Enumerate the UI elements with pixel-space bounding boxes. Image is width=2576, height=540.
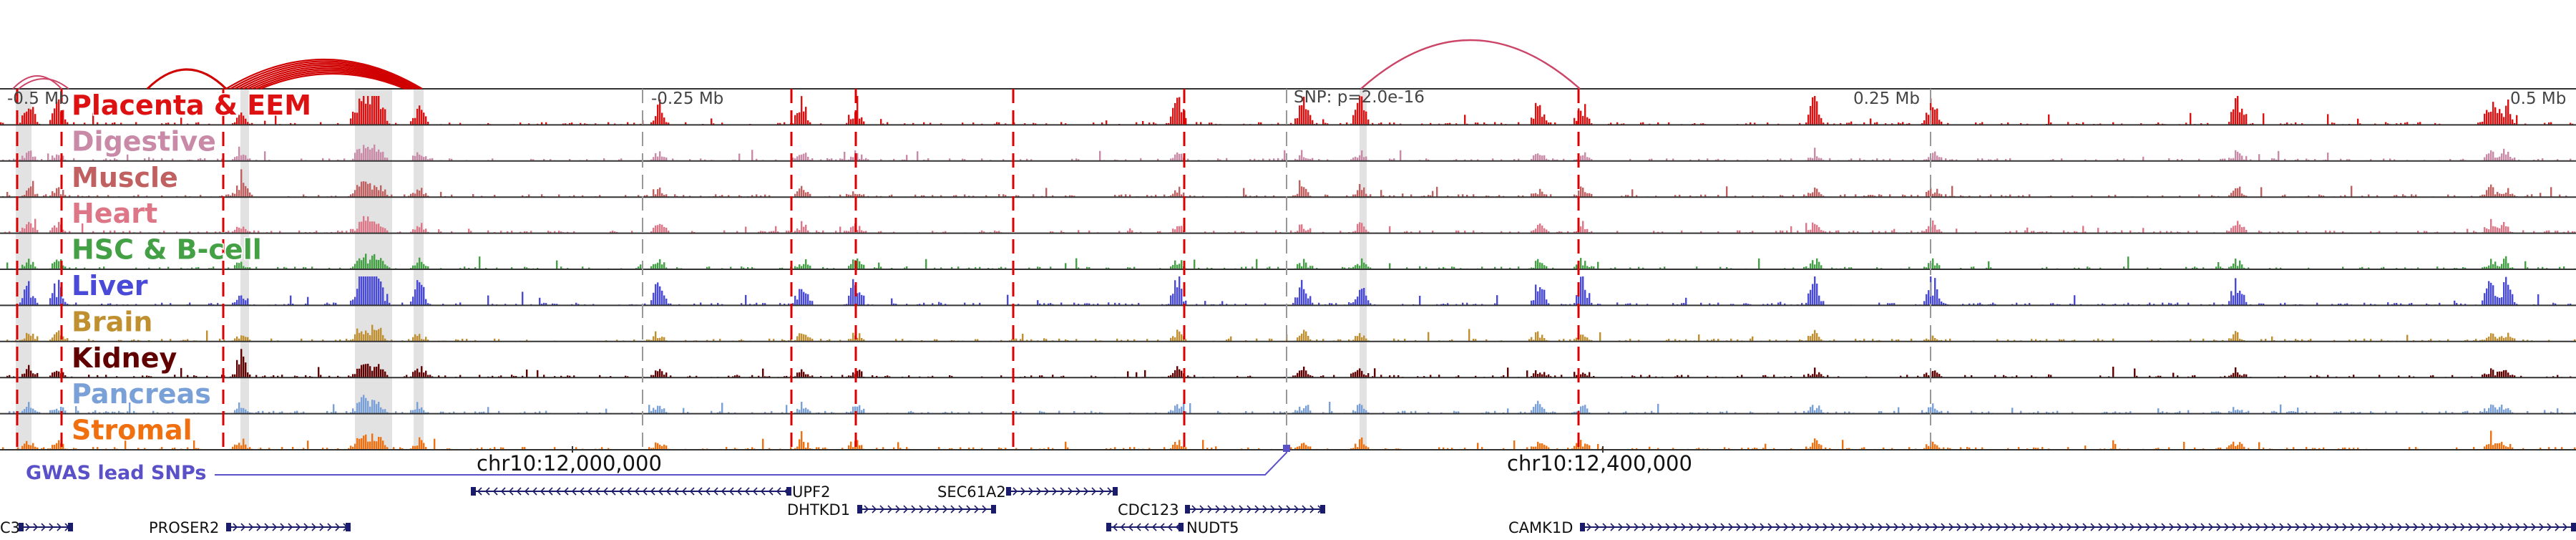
gene-label-camk1d: CAMK1D xyxy=(1508,519,1573,536)
gwas-snp-marker xyxy=(1283,445,1290,452)
gwas-connector-line xyxy=(215,447,1287,476)
signal-peaks-track-9 xyxy=(2,430,2576,450)
gene-nudt5-strand-arrows xyxy=(1112,523,1181,531)
gene-label-proser2: PROSER2 xyxy=(149,519,219,536)
loop-arc-1 xyxy=(18,78,69,90)
gene-cdc123-exon-start xyxy=(1185,505,1190,514)
loop-arc-12 xyxy=(1360,39,1581,90)
gene-upf2-exon-end xyxy=(786,487,791,496)
track-label-7: Kidney xyxy=(72,342,177,374)
signal-peaks-track-4 xyxy=(6,254,2576,269)
snp-label: SNP: p=2.0e-16 xyxy=(1294,88,1425,107)
gene-dhtkd1-exon-end xyxy=(991,505,996,514)
gene-label-sec61a2: SEC61A2 xyxy=(937,483,1006,501)
signal-peaks-track-8 xyxy=(9,395,2576,414)
track-label-1: Digestive xyxy=(72,125,216,157)
gene-proser2-exon-start xyxy=(226,523,231,531)
gwas-track: GWAS lead SNPs xyxy=(26,445,1290,484)
gene-proser2-strand-arrows xyxy=(233,523,348,531)
track-label-2: Muscle xyxy=(72,162,178,193)
loop-arc-6 xyxy=(238,64,416,90)
loop-arc-11 xyxy=(260,72,406,90)
gene-camk1d-strand-arrows xyxy=(1586,523,2568,531)
track-label-5: Liver xyxy=(72,270,148,302)
coordinate-label-12000000: chr10:12,000,000 xyxy=(477,451,662,476)
gene-label-dhtkd1: DHTKD1 xyxy=(787,501,850,519)
gene-upf2-strand-arrows xyxy=(477,487,789,496)
gene-label-cdc123: CDC123 xyxy=(1118,501,1179,519)
gene-label-upf2: UPF2 xyxy=(792,483,830,501)
loop-arc-3 xyxy=(225,58,423,90)
offset-label-plus-0.5: 0.5 Mb xyxy=(2510,90,2566,108)
gene-proser2-exon-end xyxy=(346,523,351,531)
gene-cdc123-exon-end xyxy=(1320,505,1325,514)
offset-label-minus-0.25: -0.25 Mb xyxy=(651,90,723,108)
track-labels: Placenta & EEM Digestive Muscle Heart HSC & … xyxy=(71,89,313,448)
track-label-4: HSC & B-cell xyxy=(72,234,262,266)
gene-camk1d-exon-start xyxy=(1580,523,1585,531)
gene-c3-exon-start xyxy=(19,523,24,531)
gene-dhtkd1-strand-arrows xyxy=(864,505,987,514)
track-label-6: Brain xyxy=(72,306,152,337)
loop-arc-4 xyxy=(230,60,421,90)
gene-camk1d-exon-end xyxy=(2571,523,2576,531)
gwas-lead-snps-label: GWAS lead SNPs xyxy=(26,462,206,484)
loop-arc-7 xyxy=(243,66,414,90)
gene-track: UPF2 DHTKD1 SEC61A2 CDC123 NUDT5 C3 PROS… xyxy=(0,483,2576,536)
gene-cdc123-strand-arrows xyxy=(1191,505,1323,514)
track-label-8: Pancreas xyxy=(72,378,211,410)
signal-peaks-track-6 xyxy=(6,324,2576,342)
gene-sec61a2-strand-arrows xyxy=(1013,487,1113,496)
offset-label-plus-0.25: 0.25 Mb xyxy=(1853,90,1920,108)
track-label-3: Heart xyxy=(72,198,157,229)
track-baselines xyxy=(0,88,2576,450)
loop-arc-0 xyxy=(12,75,62,90)
loop-arc-8 xyxy=(247,67,412,90)
gene-nudt5-exon-end xyxy=(1179,523,1184,531)
loop-arc-9 xyxy=(251,69,410,90)
track-label-9: Stromal xyxy=(72,415,192,446)
gene-sec61a2-exon-start xyxy=(1006,487,1011,496)
loop-arc-5 xyxy=(234,62,419,90)
loop-arc-10 xyxy=(255,71,408,90)
gene-c3-exon-end xyxy=(68,523,73,531)
gene-c3-strand-arrows xyxy=(25,523,70,531)
offset-label-minus-0.5: -0.5 Mb xyxy=(7,90,69,108)
gene-label-nudt5: NUDT5 xyxy=(1186,519,1239,536)
track-label-0: Placenta & EEM xyxy=(72,90,311,121)
gene-dhtkd1-exon-start xyxy=(857,505,862,514)
gene-sec61a2-exon-end xyxy=(1113,487,1118,496)
gene-label-c3: C3 xyxy=(0,519,20,536)
coordinate-label-12400000: chr10:12,400,000 xyxy=(1507,451,1692,476)
loop-arc-2 xyxy=(146,68,228,90)
dashed-markers xyxy=(16,89,1931,450)
gene-nudt5-exon-start xyxy=(1106,523,1111,531)
chromatin-loops xyxy=(12,39,1581,90)
signal-peaks-track-1 xyxy=(2,144,2572,161)
signal-peaks-track-3 xyxy=(4,216,2576,233)
gene-upf2-exon-start xyxy=(471,487,476,496)
signal-peaks-track-5 xyxy=(19,276,2572,306)
